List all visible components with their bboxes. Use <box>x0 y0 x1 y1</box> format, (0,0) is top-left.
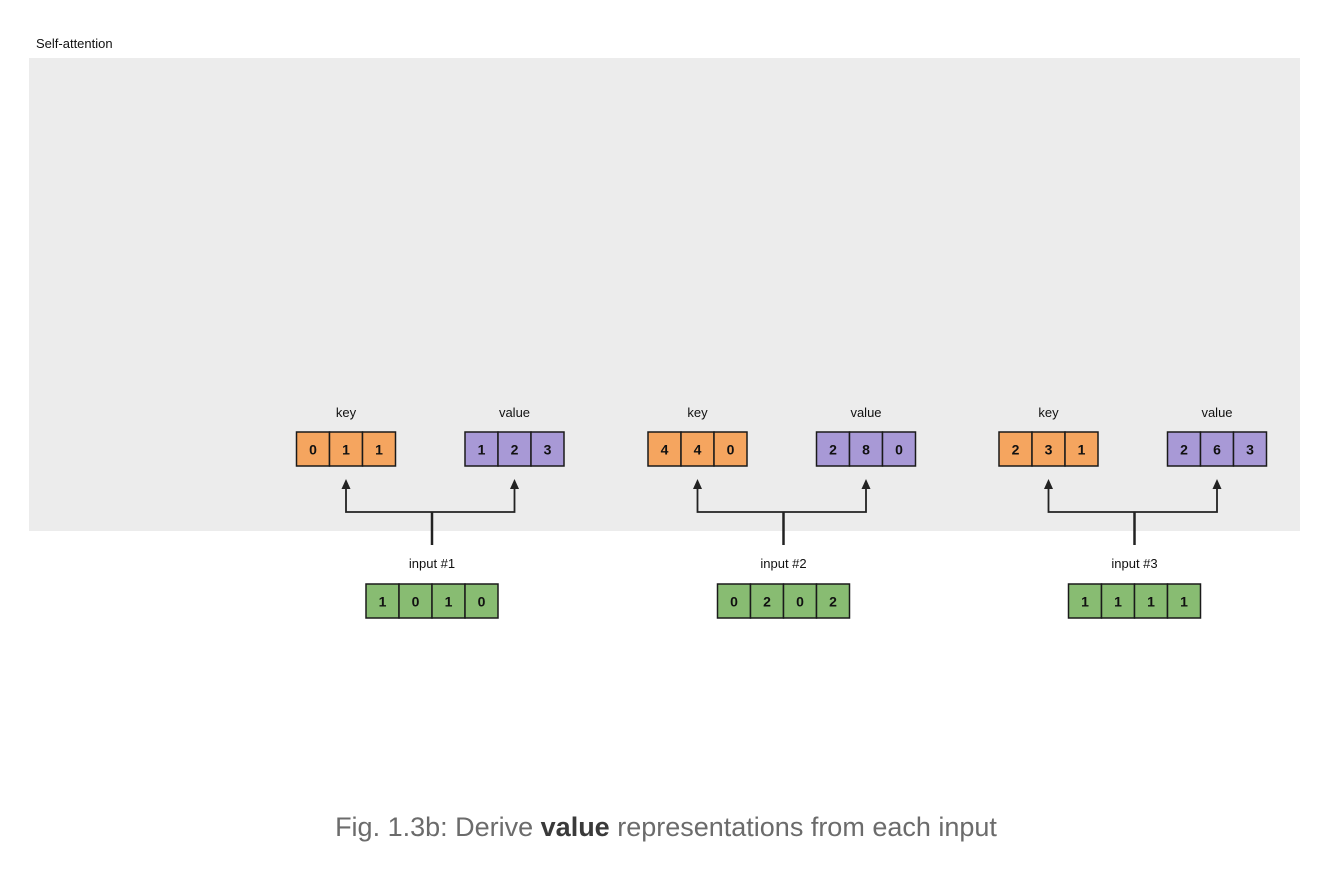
key-arrowhead <box>1044 479 1053 489</box>
value-vector-cell <box>530 431 565 467</box>
value-vector-cell <box>497 431 532 467</box>
key-vector-cell <box>713 431 748 467</box>
input-vector: 1 0 1 0 <box>365 583 499 619</box>
key-vector: 4 4 0 <box>647 431 748 467</box>
input-group-2: key value 4 4 0 2 8 0 input #2 0 2 0 2 <box>647 405 917 619</box>
key-vector-cell-value: 0 <box>309 442 317 458</box>
input-vector-cell-value: 1 <box>1081 594 1089 610</box>
input-label: input #3 <box>1111 556 1157 571</box>
caption-prefix: Fig. 1.3b: Derive <box>335 812 541 842</box>
input-vector-cell <box>1133 583 1169 619</box>
value-arrowhead <box>510 479 519 489</box>
input-group-3: key value 2 3 1 2 6 3 input #3 1 1 1 1 <box>998 405 1268 619</box>
input-vector-cell <box>1100 583 1136 619</box>
value-vector-cell-value: 6 <box>1213 442 1221 458</box>
value-arrowhead <box>861 479 871 489</box>
input-vector: 1 1 1 1 <box>1067 583 1202 619</box>
key-label: key <box>336 405 357 420</box>
key-vector-cell <box>1064 431 1099 467</box>
key-vector-cell-value: 2 <box>1012 442 1020 458</box>
input-vector-cell <box>1067 583 1103 619</box>
key-vector-cell-value: 1 <box>1078 442 1086 458</box>
input-vector-cell <box>398 583 433 619</box>
value-vector-cell-value: 1 <box>478 442 486 458</box>
figure-caption: Fig. 1.3b: Derive value representations … <box>0 812 1332 843</box>
groups-layer: key value 0 1 1 1 2 3 input #1 1 0 1 0 key value 4 4 0 2 8 0… <box>295 405 1268 619</box>
caption-suffix: representations from each input <box>609 812 997 842</box>
key-vector: 0 1 1 <box>295 431 397 467</box>
key-vector-cell-value: 0 <box>727 442 735 458</box>
value-vector: 2 8 0 <box>815 431 917 467</box>
value-vector-cell-value: 2 <box>1180 442 1188 458</box>
value-vector-cell <box>1166 431 1202 467</box>
key-vector-cell-value: 4 <box>694 442 702 458</box>
caption-bold-word: value <box>540 812 610 842</box>
value-vector-cell-value: 2 <box>511 442 519 458</box>
input-vector-cell-value: 1 <box>379 594 387 610</box>
key-vector: 2 3 1 <box>998 431 1099 467</box>
panel-label: Self-attention <box>36 36 113 51</box>
value-vector-cell-value: 0 <box>895 442 903 458</box>
input-vector-cell-value: 1 <box>1147 594 1155 610</box>
value-vector-cell <box>1199 431 1235 467</box>
value-arrowhead <box>1212 479 1222 489</box>
input-vector-cell-value: 1 <box>1180 594 1188 610</box>
value-vector-cell <box>1232 431 1268 467</box>
input-vector-cell-value: 1 <box>445 594 453 610</box>
branch-connector <box>696 489 867 513</box>
key-vector-cell <box>328 431 364 467</box>
input-vector-cell <box>815 583 851 619</box>
key-arrowhead <box>693 479 702 489</box>
input-group-1: key value 0 1 1 1 2 3 input #1 1 0 1 0 <box>295 405 565 619</box>
value-vector: 2 6 3 <box>1166 431 1268 467</box>
value-vector-cell <box>815 431 851 467</box>
key-vector-cell-value: 1 <box>375 442 383 458</box>
input-vector-cell <box>749 583 785 619</box>
value-vector-cell <box>881 431 917 467</box>
value-vector-cell-value: 3 <box>1246 442 1254 458</box>
input-vector-cell-value: 1 <box>1114 594 1122 610</box>
value-vector-cell-value: 3 <box>544 442 552 458</box>
key-vector-cell-value: 1 <box>342 442 350 458</box>
input-vector-cell-value: 0 <box>412 594 420 610</box>
input-vector-cell-value: 0 <box>730 594 738 610</box>
input-vector: 0 2 0 2 <box>716 583 851 619</box>
key-label: key <box>1038 405 1059 420</box>
key-vector-cell-value: 3 <box>1045 442 1053 458</box>
value-label: value <box>499 405 530 420</box>
key-vector-cell-value: 4 <box>661 442 669 458</box>
branch-connector <box>1047 489 1218 513</box>
input-vector-cell <box>431 583 466 619</box>
value-vector: 1 2 3 <box>464 431 565 467</box>
branch-connector <box>345 489 516 513</box>
input-vector-cell <box>1166 583 1202 619</box>
input-label: input #2 <box>760 556 806 571</box>
value-vector-cell-value: 2 <box>829 442 837 458</box>
key-vector-cell <box>1031 431 1066 467</box>
input-vector-cell <box>464 583 499 619</box>
key-vector-cell <box>361 431 397 467</box>
input-vector-cell-value: 0 <box>796 594 804 610</box>
value-label: value <box>1201 405 1232 420</box>
key-arrowhead <box>341 479 351 489</box>
input-vector-cell-value: 2 <box>763 594 771 610</box>
input-label: input #1 <box>409 556 455 571</box>
input-vector-cell-value: 0 <box>478 594 486 610</box>
value-vector-cell <box>464 431 499 467</box>
value-label: value <box>850 405 881 420</box>
input-vector-cell-value: 2 <box>829 594 837 610</box>
value-vector-cell-value: 8 <box>862 442 870 458</box>
key-label: key <box>687 405 708 420</box>
